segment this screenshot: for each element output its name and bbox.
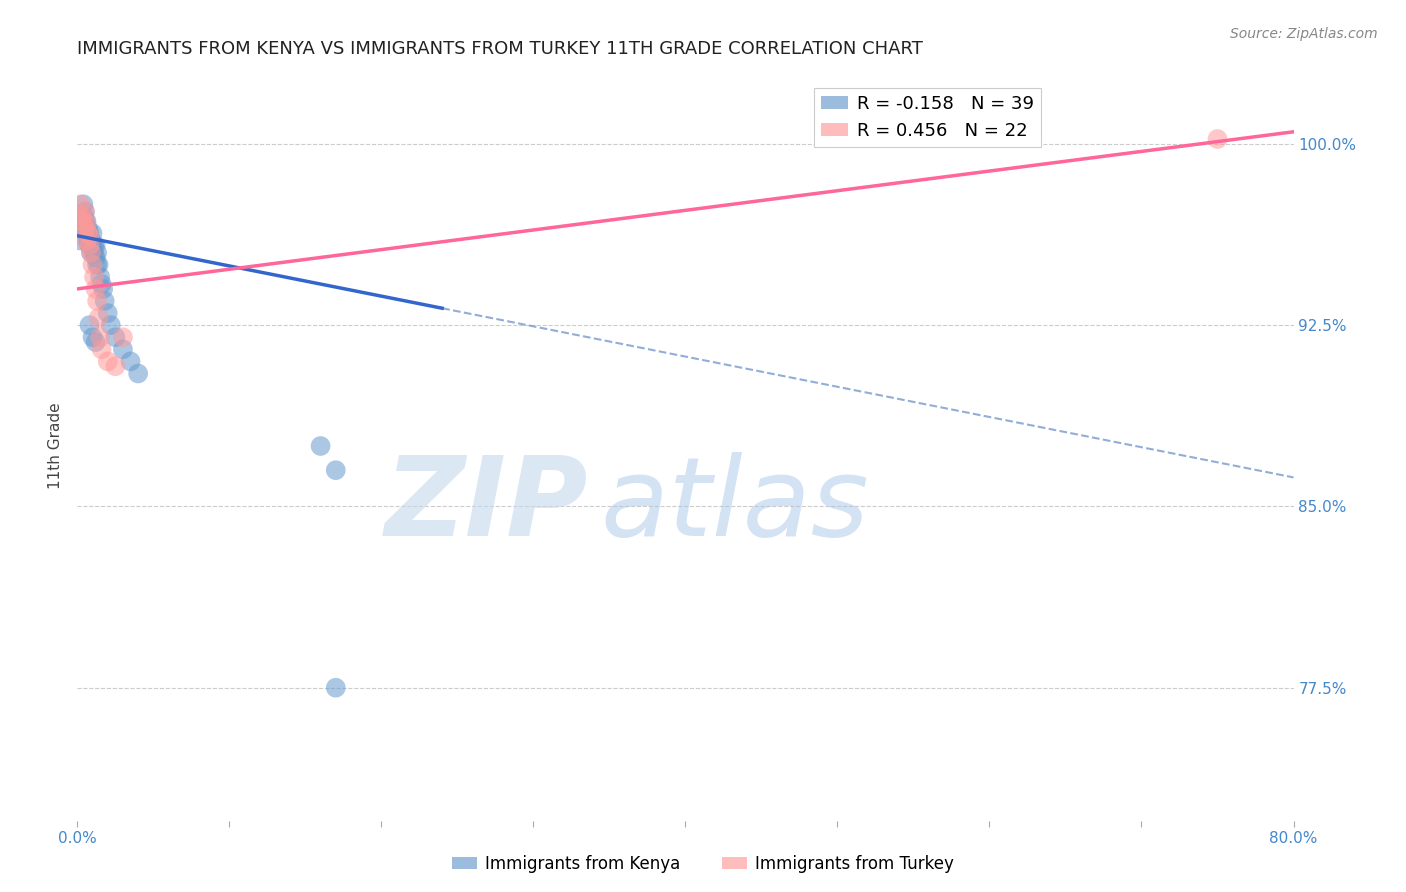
Point xyxy=(72,214,94,228)
Point xyxy=(309,439,332,453)
Point xyxy=(70,210,93,224)
Point xyxy=(100,318,122,333)
Point xyxy=(83,245,105,260)
Point xyxy=(97,354,120,368)
Text: ZIP: ZIP xyxy=(385,452,588,559)
Point xyxy=(87,258,110,272)
Point xyxy=(80,245,103,260)
Point xyxy=(120,354,142,368)
Text: atlas: atlas xyxy=(600,452,869,559)
Point xyxy=(82,258,104,272)
Point xyxy=(75,214,97,228)
Legend: R = -0.158   N = 39, R = 0.456   N = 22: R = -0.158 N = 39, R = 0.456 N = 22 xyxy=(814,88,1042,147)
Point xyxy=(73,204,96,219)
Point xyxy=(79,318,101,333)
Point xyxy=(89,330,111,344)
Point xyxy=(1206,132,1229,146)
Point xyxy=(104,330,127,344)
Point xyxy=(89,269,111,284)
Point xyxy=(86,245,108,260)
Point xyxy=(73,214,96,228)
Text: IMMIGRANTS FROM KENYA VS IMMIGRANTS FROM TURKEY 11TH GRADE CORRELATION CHART: IMMIGRANTS FROM KENYA VS IMMIGRANTS FROM… xyxy=(77,40,924,58)
Point xyxy=(90,277,112,291)
Point xyxy=(82,227,104,241)
Point xyxy=(82,330,104,344)
Point xyxy=(104,359,127,374)
Point xyxy=(83,269,105,284)
Point xyxy=(325,681,347,695)
Point xyxy=(79,238,101,252)
Point xyxy=(75,227,97,241)
Point xyxy=(72,210,94,224)
Point xyxy=(79,238,101,252)
Point xyxy=(77,234,100,248)
Point xyxy=(86,293,108,308)
Point xyxy=(84,282,107,296)
Point xyxy=(84,334,107,349)
Point xyxy=(84,251,107,265)
Point xyxy=(80,245,103,260)
Y-axis label: 11th Grade: 11th Grade xyxy=(48,402,63,490)
Point xyxy=(75,234,97,248)
Point xyxy=(111,343,134,357)
Point xyxy=(70,221,93,235)
Point xyxy=(77,227,100,241)
Point xyxy=(90,343,112,357)
Point xyxy=(73,221,96,235)
Point xyxy=(79,228,101,243)
Point xyxy=(79,227,101,241)
Point xyxy=(91,282,114,296)
Point xyxy=(84,238,107,252)
Point xyxy=(80,234,103,248)
Point xyxy=(75,217,97,231)
Point xyxy=(127,367,149,381)
Point xyxy=(97,306,120,320)
Point xyxy=(82,238,104,252)
Point xyxy=(77,221,100,235)
Point xyxy=(111,330,134,344)
Point xyxy=(87,310,110,325)
Legend: Immigrants from Kenya, Immigrants from Turkey: Immigrants from Kenya, Immigrants from T… xyxy=(446,848,960,880)
Point xyxy=(86,258,108,272)
Point xyxy=(83,238,105,252)
Point xyxy=(73,204,96,219)
Point xyxy=(69,197,91,211)
Text: Source: ZipAtlas.com: Source: ZipAtlas.com xyxy=(1230,27,1378,41)
Point xyxy=(72,197,94,211)
Point xyxy=(93,293,115,308)
Point xyxy=(325,463,347,477)
Point xyxy=(69,234,91,248)
